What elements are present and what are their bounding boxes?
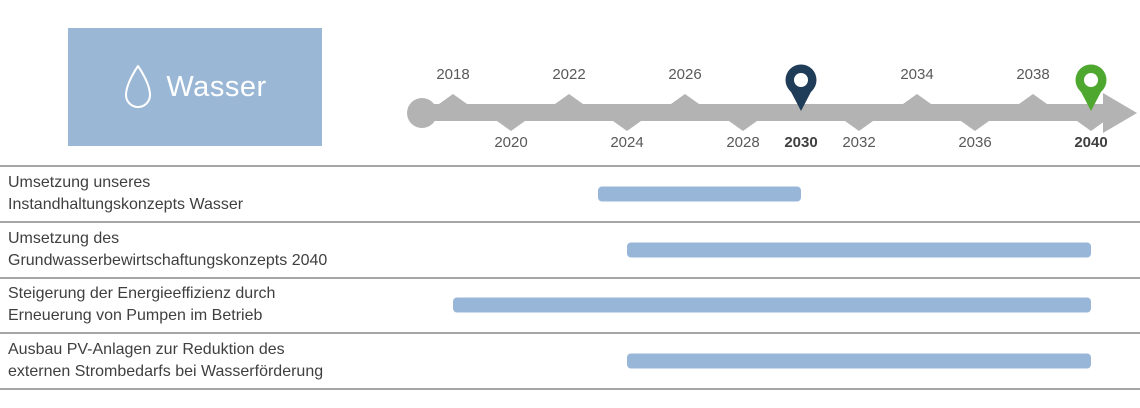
- category-label: Wasser: [166, 70, 267, 103]
- task-row-2: Umsetzung des Grundwasserbewirtschaftungs…: [0, 220, 1140, 277]
- year-label-2018: 2018: [436, 66, 470, 83]
- timeline-start-circle: [407, 98, 437, 128]
- tick-diamond-2020: [497, 111, 525, 131]
- tick-diamond-2038: [1019, 94, 1047, 114]
- year-label-2020: 2020: [494, 134, 528, 151]
- tick-diamond-2036: [961, 111, 989, 131]
- timeline-bar: [421, 104, 1105, 121]
- water-drop-icon: [125, 65, 152, 108]
- task-label: Ausbau PV-Anlagen zur Reduktion des exter…: [8, 341, 324, 381]
- task-rows: Umsetzung unseres Instandhaltungskonzepts…: [0, 165, 1140, 390]
- tick-diamond-2040: [1077, 111, 1105, 131]
- milestone-pin-2040: [1073, 64, 1109, 112]
- timeline-axis: 2018 2020 2022 2024 2026 2028 2030 2032 2034 2036…: [0, 0, 1140, 165]
- year-label-2026: 2026: [668, 66, 702, 83]
- year-label-2028: 2028: [726, 134, 760, 151]
- task-bar: [627, 242, 1091, 258]
- year-label-2024: 2024: [610, 134, 644, 151]
- task-bar: [627, 353, 1091, 369]
- year-label-2032: 2032: [842, 134, 876, 151]
- tick-diamond-2022: [555, 94, 583, 114]
- task-row-1: Umsetzung unseres Instandhaltungskonzepts…: [0, 165, 1140, 221]
- tick-diamond-2024: [613, 111, 641, 131]
- task-label: Steigerung der Energieeffizienz durch Ern…: [8, 285, 276, 325]
- tick-diamond-2028: [729, 111, 757, 131]
- task-label: Umsetzung unseres Instandhaltungskonzepts…: [8, 173, 244, 213]
- year-label-2030: 2030: [784, 134, 818, 151]
- task-row-3: Steigerung der Energieeffizienz durch Ern…: [0, 276, 1140, 333]
- task-bar: [598, 186, 801, 202]
- year-label-2034: 2034: [900, 66, 934, 83]
- year-label-2038: 2038: [1016, 66, 1050, 83]
- year-label-2040: 2040: [1074, 134, 1108, 151]
- timeline-arrow-head: [1103, 93, 1137, 133]
- tick-diamond-2032: [845, 111, 873, 131]
- task-bar: [453, 297, 1091, 313]
- task-label: Umsetzung des Grundwasserbewirtschaftungs…: [8, 229, 328, 269]
- category-header: Wasser: [68, 28, 322, 146]
- milestone-pin-2030: [783, 64, 819, 112]
- tick-diamond-2034: [903, 94, 931, 114]
- year-label-2022: 2022: [552, 66, 586, 83]
- tick-diamond-2026: [671, 94, 699, 114]
- year-label-2036: 2036: [958, 134, 992, 151]
- task-row-4: Ausbau PV-Anlagen zur Reduktion des exter…: [0, 332, 1140, 388]
- tick-diamond-2018: [439, 94, 467, 114]
